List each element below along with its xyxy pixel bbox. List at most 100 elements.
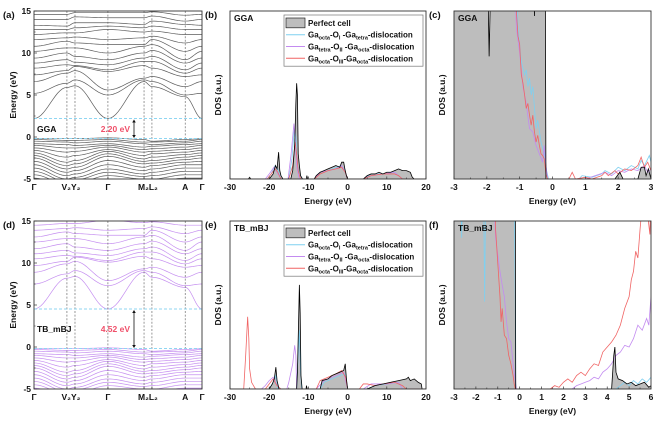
legend-label-text: Ga	[308, 264, 319, 273]
band-line	[34, 251, 202, 265]
band-line	[34, 145, 202, 150]
legend-label-text: Ga	[308, 54, 319, 63]
plot-area	[230, 83, 426, 179]
legend-label-subscript: octa	[358, 258, 370, 264]
gap-arrow-head-down	[132, 135, 136, 138]
band-line	[34, 260, 202, 281]
band-line	[34, 20, 202, 27]
legend-box	[283, 14, 424, 67]
y-axis-title: DOS (a.u.)	[213, 284, 223, 325]
plot-frame	[453, 10, 652, 180]
dos-line-perfect-cell	[514, 221, 651, 389]
gap-arrow-head-down	[132, 345, 136, 348]
band-line	[34, 164, 202, 176]
ytick-label: -5	[23, 174, 31, 184]
xtick-label: 10	[382, 392, 392, 402]
x-axis-title: Energy (eV)	[304, 196, 351, 206]
y-axis-title: DOS (a.u.)	[213, 74, 223, 115]
band-line	[34, 143, 202, 148]
band-line	[34, 79, 202, 96]
ytick-label: -5	[23, 384, 31, 394]
legend-label-text: Ga	[308, 253, 319, 262]
xtick-label: 10	[382, 182, 392, 192]
kpoint-label: Γ	[31, 392, 36, 402]
kpoint-label: Γ	[105, 392, 110, 402]
xtick-label: -2	[483, 182, 491, 192]
ytick-label: 0	[26, 132, 31, 142]
legend-label-text: -dislocation	[368, 264, 413, 273]
band-line	[34, 350, 202, 355]
legend-label-text: Ga	[308, 31, 319, 40]
legend-label-subscript: octa	[358, 48, 370, 54]
legend-item-disl-iii: Gaocta-OIII-Gaocta-dislocation	[286, 54, 413, 65]
legend-label-subscript: tetra	[356, 36, 369, 42]
band-line	[34, 359, 202, 368]
legend-label-text: -dislocation	[368, 31, 413, 40]
ytick-label: 15	[22, 6, 32, 16]
legend-label-subscript: octa	[357, 269, 369, 275]
band-line	[34, 139, 202, 143]
xtick-label: -3	[450, 182, 458, 192]
legend-label-text: Ga	[308, 241, 319, 250]
ytick-label: 0	[26, 342, 31, 352]
legend-label-subscript: octa	[319, 59, 331, 65]
panel-e: (e) -30 -20 -10 0 10 20 Energy (eV) DOS (a.u.) TB…	[205, 220, 431, 416]
gap-arrow-head-up	[132, 310, 136, 314]
band-line	[34, 29, 202, 35]
dos-line-disl-i	[230, 128, 426, 179]
legend-item-perfect: Perfect cell	[285, 227, 351, 239]
plot-frame	[33, 220, 203, 390]
xtick-label: 3	[649, 182, 654, 192]
band-line	[34, 61, 202, 74]
ytick-label: 5	[26, 90, 31, 100]
x-axis-title: Energy (eV)	[529, 406, 576, 416]
legend-label-subscript: tetra	[356, 246, 369, 252]
legend-label-subscript: II	[339, 258, 343, 264]
band-line	[34, 65, 202, 77]
panel-c: (c) -3 -2 -1 0 1 2 3 Energy (eV) DOS (a.u.) GGA	[429, 10, 654, 206]
band-line	[34, 160, 202, 173]
band-line	[34, 255, 202, 268]
xtick-label: 2	[616, 182, 621, 192]
xtick-label: 4	[605, 392, 610, 402]
xtick-label: 0	[345, 182, 350, 192]
legend-label-text: -Ga	[343, 264, 357, 273]
legend-label-subscript: octa	[319, 36, 331, 42]
band-line	[34, 370, 202, 383]
plot-area	[34, 7, 202, 179]
xtick-label: 0	[517, 392, 522, 402]
band-line	[34, 353, 202, 358]
dos-area-perfect-cell	[454, 11, 651, 179]
band-line	[34, 149, 202, 158]
legend-label-subscript: I	[339, 36, 341, 42]
band-line	[34, 374, 202, 386]
band-line	[34, 270, 202, 287]
xtick-label: -1	[494, 392, 502, 402]
legend-swatch-perfect-cell	[285, 227, 306, 239]
legend-label-text: -O	[331, 253, 340, 262]
band-line	[34, 355, 202, 360]
legend-label: Gaocta-OI -Gatetra-dislocation	[308, 241, 413, 252]
legend-label-subscript: I	[339, 246, 341, 252]
panel-letter: (c)	[429, 10, 441, 21]
xtick-label: -2	[472, 392, 480, 402]
ytick-label: 10	[22, 258, 32, 268]
legend-label-subscript: octa	[319, 269, 331, 275]
legend-label-text: -O	[330, 54, 339, 63]
legend-label-text: -O	[331, 43, 340, 52]
xtick-label: 6	[649, 392, 654, 402]
legend-label-text: -Ga	[343, 253, 359, 262]
legend-box	[283, 224, 424, 277]
band-line	[34, 7, 202, 10]
xtick-label: 1	[583, 182, 588, 192]
dos-area-perfect-cell	[230, 83, 426, 179]
xtick-label: 3	[583, 392, 588, 402]
xtick-label: -1	[516, 182, 524, 192]
method-label: GGA	[458, 13, 477, 23]
kpoint-label: Γ	[199, 182, 204, 192]
band-line	[34, 153, 202, 166]
dos-line-perfect-cell	[487, 11, 651, 179]
band-line	[34, 50, 202, 64]
